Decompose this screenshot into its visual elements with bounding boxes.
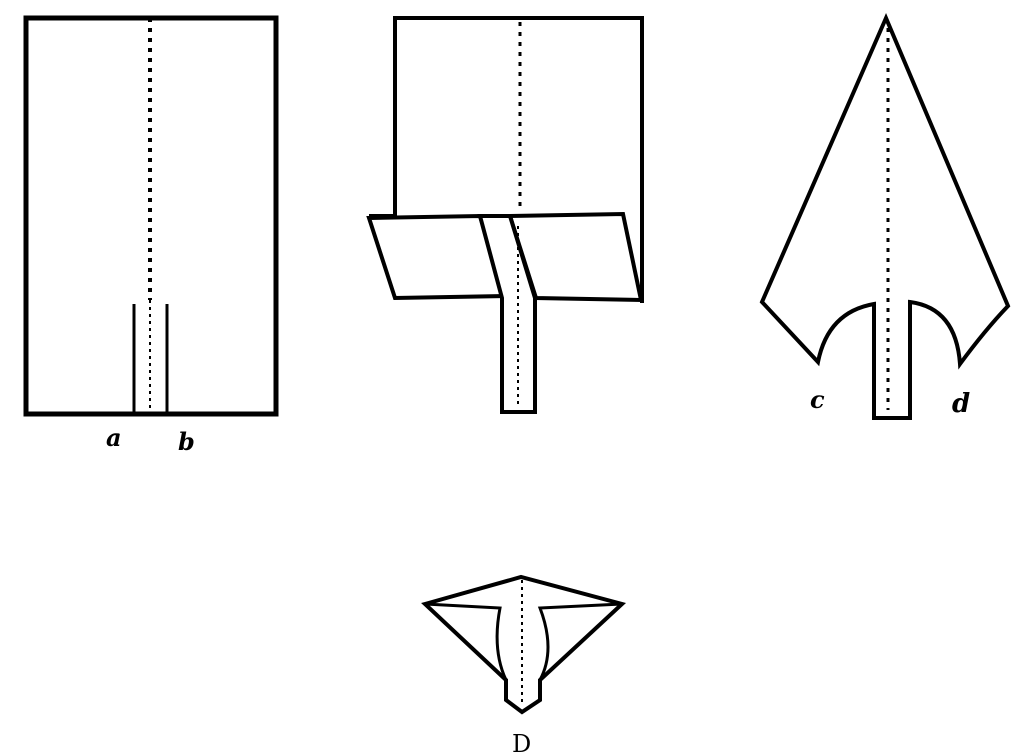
label-c: c: [810, 385, 825, 414]
rectangle-outline: [23, 15, 279, 417]
stem: [477, 214, 537, 414]
cap-outer-outline: [421, 574, 627, 715]
cap-inner-edge-right: [537, 602, 623, 681]
caption-d: D: [512, 730, 531, 756]
figure-2-folded-flaps: [366, 16, 644, 414]
label-d: d: [952, 389, 970, 419]
label-a: a: [106, 423, 122, 452]
arrowhead-outline: [759, 12, 1011, 420]
figure-4-cap: D: [421, 574, 627, 756]
figure-3-arrowhead: c d: [759, 12, 1011, 420]
label-b: b: [178, 427, 195, 456]
figure-1-rectangle: a b: [23, 15, 279, 456]
cap-inner-edge: [424, 602, 508, 681]
